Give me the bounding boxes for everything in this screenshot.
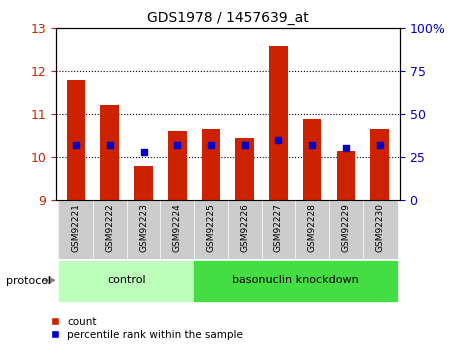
Point xyxy=(73,142,80,148)
Text: protocol: protocol xyxy=(6,276,51,286)
Text: GSM92227: GSM92227 xyxy=(274,203,283,252)
Point xyxy=(173,142,181,148)
Text: GSM92222: GSM92222 xyxy=(105,203,114,252)
Title: GDS1978 / 1457639_at: GDS1978 / 1457639_at xyxy=(147,11,309,25)
Text: control: control xyxy=(107,275,146,285)
Point xyxy=(241,142,248,148)
Text: GSM92221: GSM92221 xyxy=(72,203,80,252)
Bar xyxy=(168,131,186,200)
Bar xyxy=(59,261,194,302)
Text: GSM92226: GSM92226 xyxy=(240,203,249,252)
Bar xyxy=(194,261,397,302)
Bar xyxy=(269,46,288,200)
Text: GSM92228: GSM92228 xyxy=(308,203,317,252)
Point xyxy=(140,149,147,155)
Bar xyxy=(337,150,355,200)
Point xyxy=(275,137,282,142)
Point xyxy=(342,146,350,151)
Point xyxy=(207,142,215,148)
Bar xyxy=(363,200,397,259)
Point xyxy=(106,142,113,148)
Bar xyxy=(134,166,153,200)
Bar xyxy=(93,200,126,259)
Bar xyxy=(329,200,363,259)
Bar xyxy=(202,129,220,200)
Bar xyxy=(100,105,119,200)
Text: GSM92230: GSM92230 xyxy=(375,203,384,252)
Point xyxy=(308,142,316,148)
Bar xyxy=(295,200,329,259)
Legend: count, percentile rank within the sample: count, percentile rank within the sample xyxy=(52,317,243,340)
Text: GSM92225: GSM92225 xyxy=(206,203,215,252)
Bar xyxy=(303,119,321,200)
Text: GSM92224: GSM92224 xyxy=(173,203,182,252)
Bar xyxy=(235,138,254,200)
Point xyxy=(376,142,383,148)
Bar xyxy=(228,200,262,259)
Text: GSM92223: GSM92223 xyxy=(139,203,148,252)
Bar xyxy=(160,200,194,259)
Bar xyxy=(126,200,160,259)
Text: GSM92229: GSM92229 xyxy=(341,203,351,252)
Bar xyxy=(59,200,93,259)
Bar xyxy=(262,200,295,259)
Bar xyxy=(371,129,389,200)
Bar xyxy=(67,80,85,200)
Text: basonuclin knockdown: basonuclin knockdown xyxy=(232,275,359,285)
Bar xyxy=(194,200,228,259)
